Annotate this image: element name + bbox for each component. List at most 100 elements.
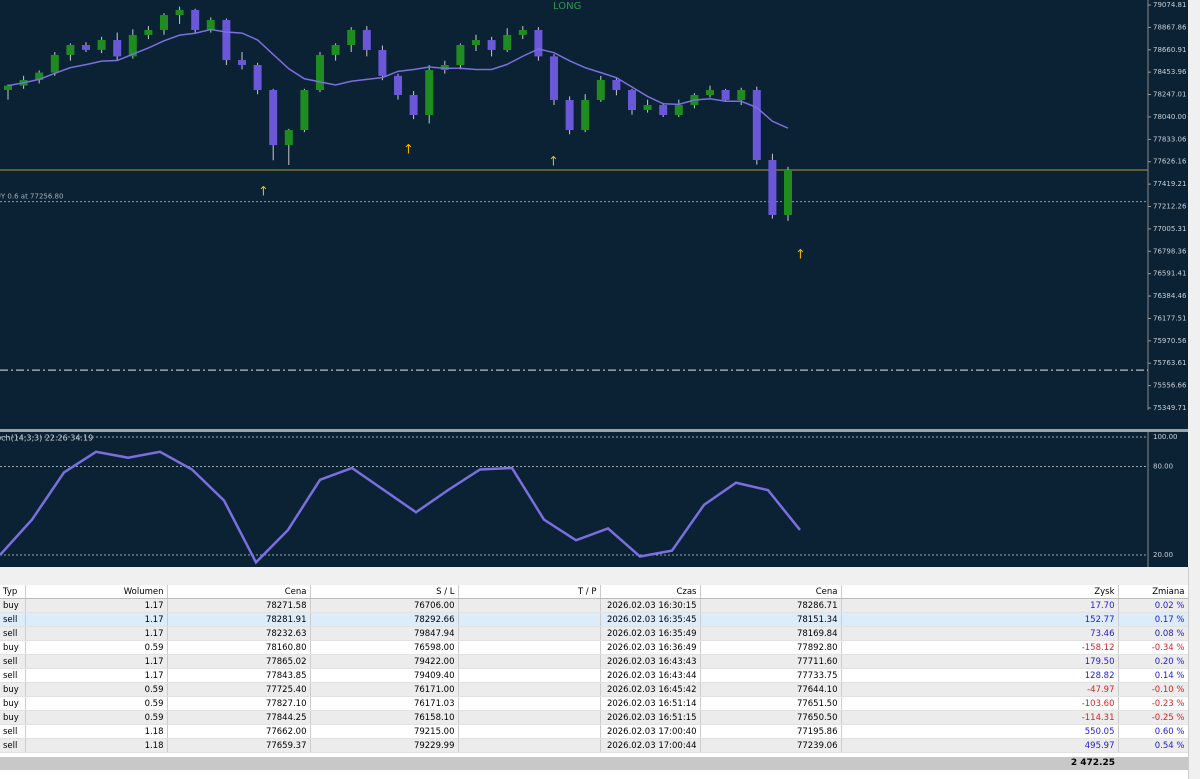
- cell: sell: [0, 738, 26, 753]
- position-row[interactable]: sell 1.17 77843.85 79409.40 2026.02.03 16:43…: [0, 668, 1189, 683]
- h-scrollbar[interactable]: [0, 567, 1188, 585]
- price-tick-label: 78040.00: [1153, 113, 1186, 121]
- price-tick-label: 75763.61: [1153, 359, 1186, 367]
- cell: 78169.84: [700, 626, 842, 641]
- position-row[interactable]: buy 0.59 77725.40 76171.00 2026.02.03 16:45:…: [0, 682, 1189, 697]
- position-row[interactable]: buy 0.59 77827.10 76171.03 2026.02.03 16:51:…: [0, 696, 1189, 711]
- cell: 0.60 %: [1118, 724, 1189, 739]
- price-tick-label: 77419.21: [1153, 180, 1186, 188]
- column-header: Zmiana: [1118, 585, 1189, 599]
- candle-body: [518, 29, 527, 35]
- candle-body: [768, 160, 777, 215]
- candle-body: [752, 90, 761, 161]
- candle-body: [565, 99, 574, 131]
- price-tick-label: 78660.91: [1153, 46, 1186, 54]
- scrollbar[interactable]: [1188, 0, 1200, 567]
- cell: 0.08 %: [1118, 626, 1189, 641]
- cell: 76171.03: [310, 696, 459, 711]
- cell: 78271.58: [167, 598, 311, 613]
- cell: buy: [0, 682, 26, 697]
- position-row[interactable]: buy 0.59 78160.80 76598.00 2026.02.03 16:36:…: [0, 640, 1189, 655]
- level-label: 100.00: [1153, 433, 1178, 441]
- column-header: S / L: [310, 585, 459, 599]
- cell: 79847.94: [310, 626, 459, 641]
- cell: 77195.86: [700, 724, 842, 739]
- cell: -0.25 %: [1118, 710, 1189, 725]
- position-row[interactable]: sell 1.18 77659.37 79229.99 2026.02.03 17:00…: [0, 738, 1189, 753]
- position-row[interactable]: buy 0.59 77844.25 76158.10 2026.02.03 16:51:…: [0, 710, 1189, 725]
- cell: 79229.99: [310, 738, 459, 753]
- arrow: ↑: [795, 248, 806, 263]
- cell: [458, 738, 601, 753]
- cell: -47.97: [841, 682, 1119, 697]
- candle-body: [737, 90, 746, 100]
- cell: 78292.66: [310, 612, 459, 627]
- cell: -103.60: [841, 696, 1119, 711]
- cell: 77651.50: [700, 696, 842, 711]
- position-row[interactable]: sell 1.17 78232.63 79847.94 2026.02.03 16:35…: [0, 626, 1189, 641]
- position-row[interactable]: sell 1.18 77662.00 79215.00 2026.02.03 17:00…: [0, 724, 1189, 739]
- candle-body: [269, 90, 278, 146]
- candle-body: [674, 105, 683, 116]
- table-scrollbar[interactable]: [1188, 567, 1200, 779]
- position-row[interactable]: sell 1.17 78281.91 78292.66 2026.02.03 16:35…: [0, 612, 1189, 627]
- price-tick-label: 78867.86: [1153, 23, 1187, 31]
- price-tick-label: 76798.36: [1153, 247, 1187, 255]
- moving-average: [7, 28, 789, 129]
- cell: 76171.00: [310, 682, 459, 697]
- candle-body: [347, 29, 356, 46]
- cell: 179.50: [841, 654, 1119, 669]
- cell: 0.54 %: [1118, 738, 1189, 753]
- price-tick-label: 77212.26: [1153, 203, 1187, 211]
- cell: 1.17: [25, 668, 168, 683]
- cell: 77644.10: [700, 682, 842, 697]
- candle-body: [721, 90, 730, 100]
- cell: 2026.02.03 16:43:43: [600, 654, 701, 669]
- candle-body: [456, 45, 465, 66]
- cell: 0.59: [25, 682, 168, 697]
- cell: 2026.02.03 16:36:49: [600, 640, 701, 655]
- cell: 2026.02.03 16:51:14: [600, 696, 701, 711]
- cell: [458, 626, 601, 641]
- candle-body: [191, 9, 200, 30]
- cell: 77733.75: [700, 668, 842, 683]
- cell: [458, 696, 601, 711]
- arrow: ↑: [258, 185, 269, 200]
- cell: 495.97: [841, 738, 1119, 753]
- column-header: Cena: [167, 585, 311, 599]
- cell: 77650.50: [700, 710, 842, 725]
- cell: 77725.40: [167, 682, 311, 697]
- long-label: LONG: [553, 1, 581, 12]
- candle-body: [550, 56, 558, 100]
- level-label: 80.00: [1153, 463, 1173, 471]
- cell: 78281.91: [167, 612, 311, 627]
- price-tick-label: 76384.46: [1153, 292, 1187, 300]
- cell: 2026.02.03 16:43:44: [600, 668, 701, 683]
- candle-body: [487, 40, 496, 50]
- column-header: Czas: [600, 585, 701, 599]
- cell: -0.23 %: [1118, 696, 1189, 711]
- candle-body: [472, 40, 480, 46]
- cell: 77827.10: [167, 696, 311, 711]
- candle-body: [113, 40, 122, 57]
- stoch-label: Stoch(14,3,3) 22.26 34.19: [0, 434, 93, 443]
- candle-body: [784, 169, 792, 215]
- price-tick-label: 75349.71: [1153, 404, 1186, 412]
- candle-body: [35, 72, 44, 80]
- cell: 77843.85: [167, 668, 311, 683]
- cell: 2026.02.03 17:00:40: [600, 724, 701, 739]
- cell: 79409.40: [310, 668, 459, 683]
- position-row[interactable]: buy 1.17 78271.58 76706.00 2026.02.03 16:30:…: [0, 598, 1189, 613]
- cell: 77865.02: [167, 654, 311, 669]
- price-tick-label: 77005.31: [1153, 225, 1186, 233]
- cell: 128.82: [841, 668, 1119, 683]
- cell: 77239.06: [700, 738, 842, 753]
- cell: 78286.71: [700, 598, 842, 613]
- cell: 77892.80: [700, 640, 842, 655]
- position-row[interactable]: sell 1.17 77865.02 79422.00 2026.02.03 16:43…: [0, 654, 1189, 669]
- candle-body: [628, 90, 636, 111]
- cell: 1.18: [25, 724, 168, 739]
- price-tick-label: 78453.96: [1153, 68, 1187, 76]
